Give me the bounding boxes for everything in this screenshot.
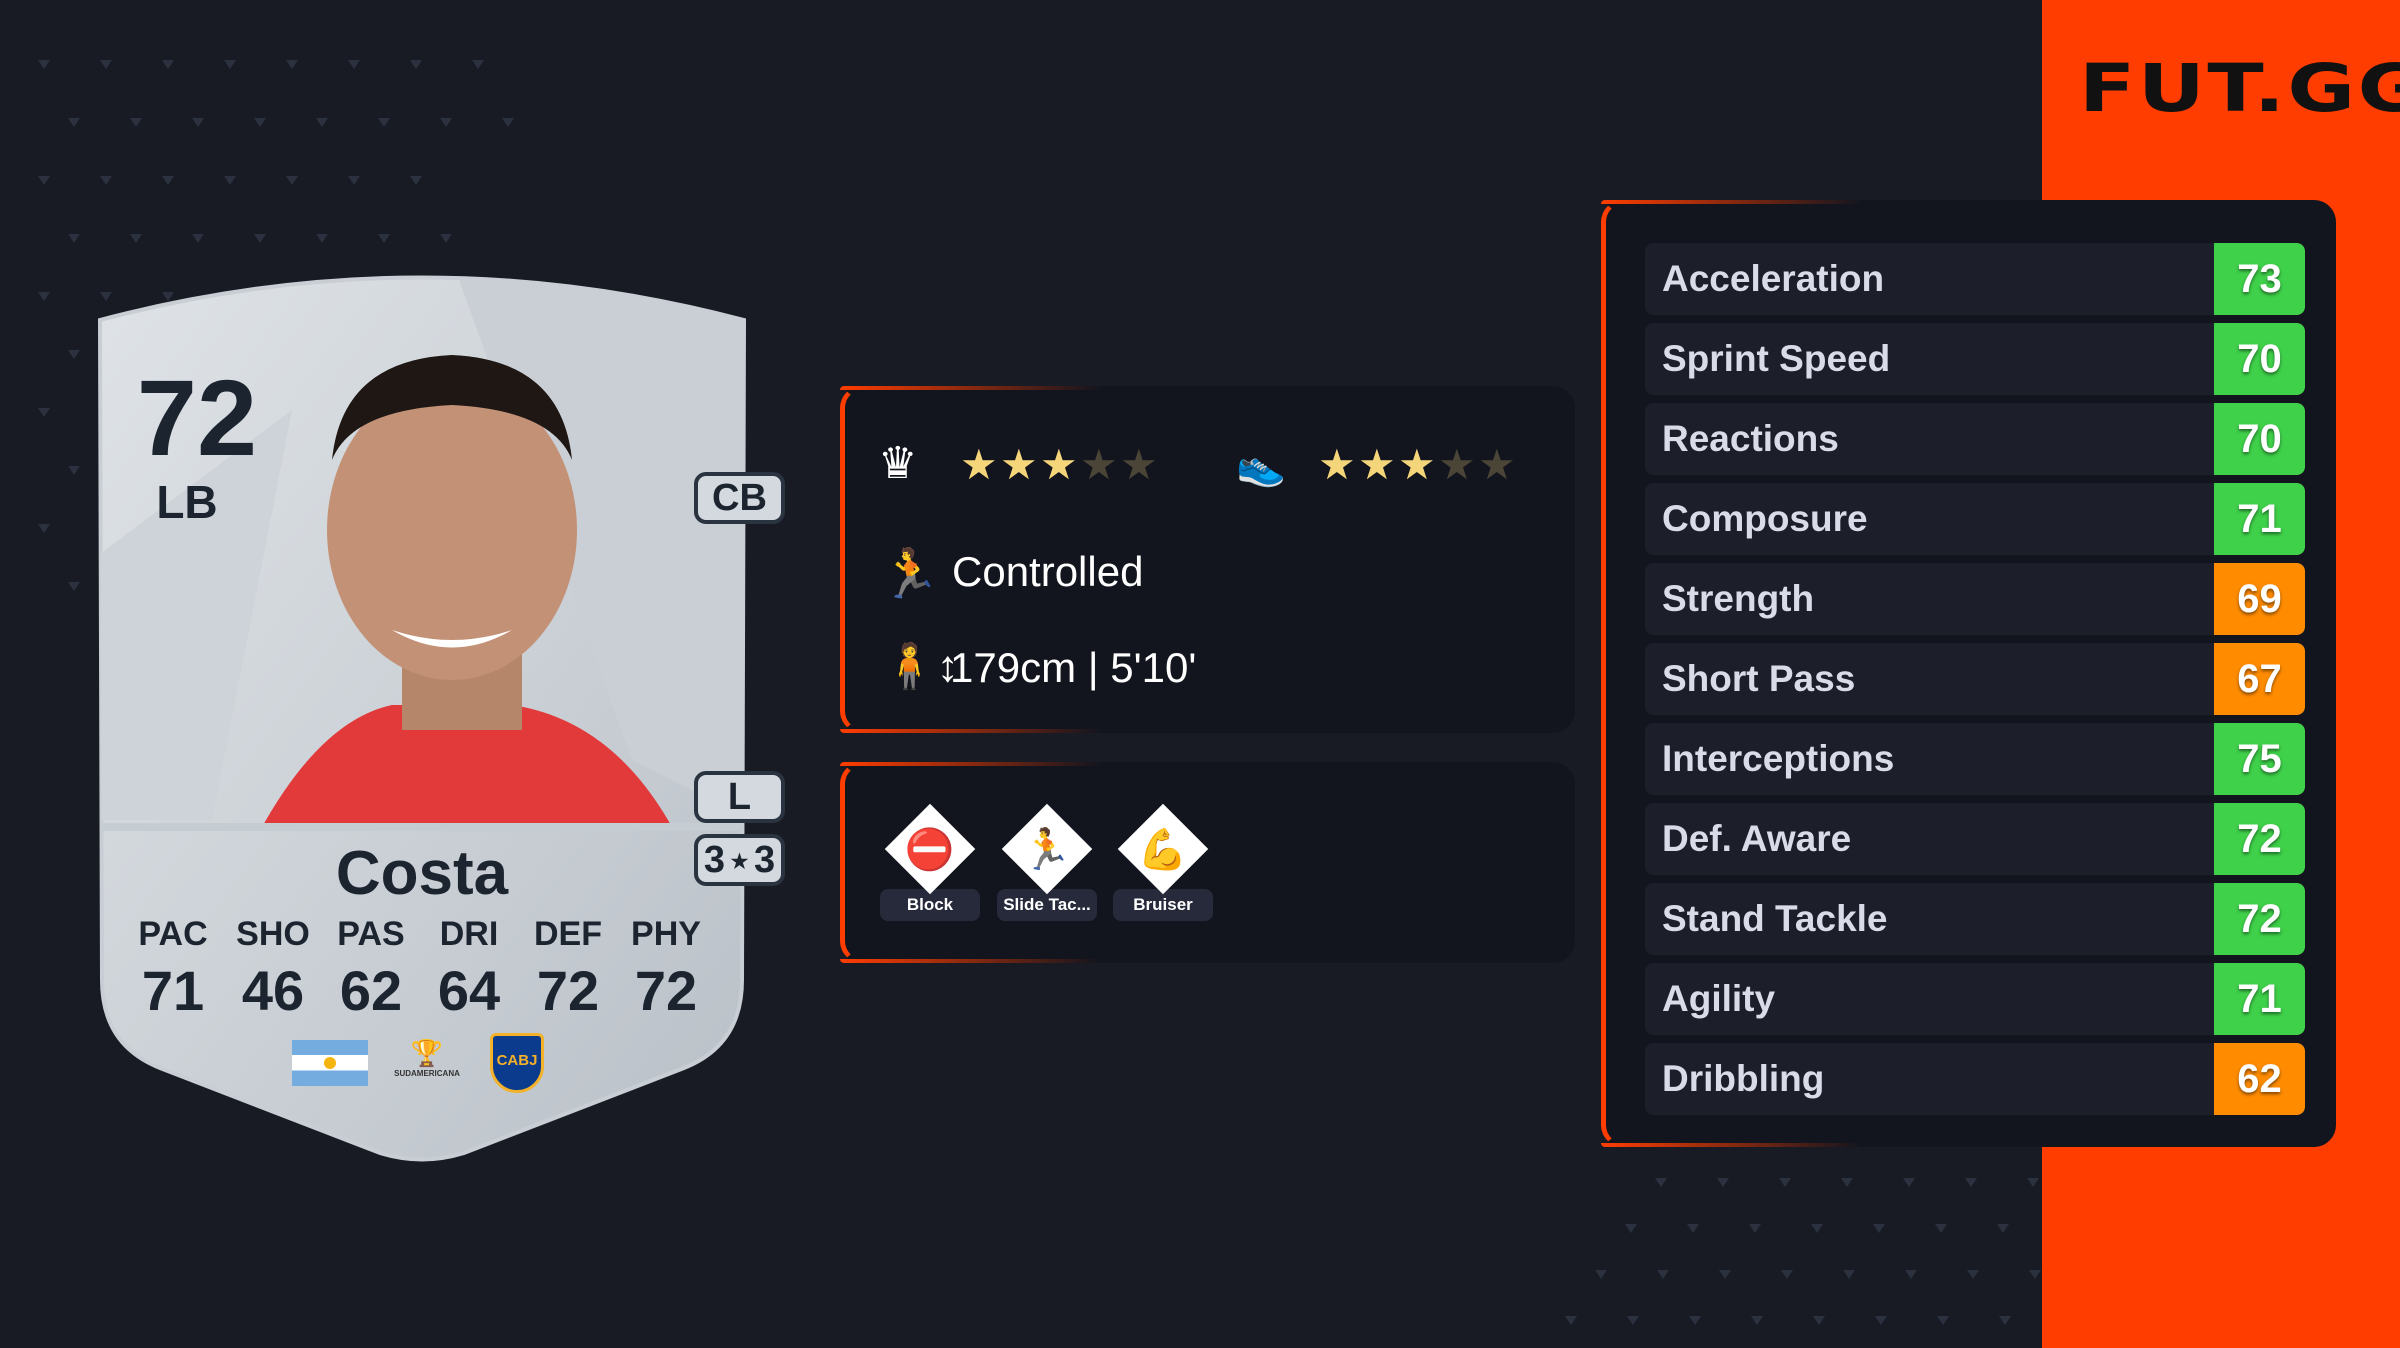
skill-weakfoot-badge: 3 ★ 3 [694, 834, 785, 886]
alt-position-badge: CB [694, 472, 785, 524]
attribute-label: Dribbling [1662, 1058, 1825, 1099]
muscle-icon: 💪 [1117, 803, 1209, 895]
playstyles-panel [840, 762, 1575, 963]
attribute-row: Dribbling 62 [1645, 1043, 2305, 1115]
face-stat-value: 62 [339, 959, 403, 1022]
star-icon: ★ [1120, 441, 1158, 488]
face-stat-value: 64 [437, 959, 501, 1022]
star-icon: ★ [1438, 441, 1476, 488]
attribute-row: Composure 71 [1645, 483, 2305, 555]
attribute-value: 70 [2214, 323, 2305, 395]
face-stat-label: SHO [236, 915, 310, 953]
attribute-row: Interceptions 75 [1645, 723, 2305, 795]
star-icon: ★ [1358, 441, 1396, 488]
attribute-label: Sprint Speed [1662, 338, 1891, 379]
attribute-row: Short Pass 67 [1645, 643, 2305, 715]
league-logo: 🏆 SUDAMERICANA [394, 1038, 460, 1078]
face-stat-label: PAC [138, 915, 208, 953]
attribute-label: Stand Tackle [1662, 898, 1888, 939]
face-stat-label: DEF [534, 915, 602, 953]
attribute-label: Composure [1662, 498, 1868, 539]
attribute-label: Agility [1662, 978, 1776, 1019]
star-icon: ★ [1000, 441, 1038, 488]
attribute-label: Def. Aware [1662, 818, 1852, 859]
attribute-label: Interceptions [1662, 738, 1895, 779]
player-face [327, 380, 577, 680]
height-icon: 🧍↕ [882, 642, 959, 691]
accelerate-type: Controlled [952, 548, 1144, 595]
star-icon: ★ [1398, 441, 1436, 488]
player-name: Costa [335, 839, 509, 908]
attribute-value: 73 [2214, 243, 2305, 315]
star-icon: ★ [1478, 441, 1516, 488]
club-badge: CABJ [490, 1033, 544, 1093]
star-icon: ★ [960, 441, 998, 488]
attribute-value: 67 [2214, 643, 2305, 715]
barrier-icon: ⛔ [884, 803, 976, 895]
playstyle-1[interactable]: 🏃 Slide Tac... [997, 803, 1097, 921]
player-hair [332, 355, 572, 460]
face-stat-value: 71 [141, 959, 205, 1022]
star-icon: ★ [1040, 441, 1078, 488]
jester-hat-icon: ♛ [878, 439, 918, 488]
attribute-value: 71 [2214, 963, 2305, 1035]
boot-icon: 👟 [1236, 444, 1286, 488]
playstyle-label: Bruiser [1113, 889, 1213, 921]
face-stat-label: PHY [631, 915, 701, 953]
star-icon: ★ [1318, 441, 1356, 488]
attribute-label: Short Pass [1662, 658, 1856, 699]
attribute-value: 75 [2214, 723, 2305, 795]
face-stat-value: 46 [241, 959, 305, 1022]
attribute-row: Sprint Speed 70 [1645, 323, 2305, 395]
attribute-value: 62 [2214, 1043, 2305, 1115]
player-card: 72 LB Costa PAC 71 SHO 46 PAS 62 DRI 64 DEF 72 PHY… [92, 260, 752, 1162]
face-stat-value: 72 [634, 959, 698, 1022]
attribute-row: Def. Aware 72 [1645, 803, 2305, 875]
attribute-value: 72 [2214, 803, 2305, 875]
attribute-row: Acceleration 73 [1645, 243, 2305, 315]
playstyle-label: Slide Tac... [997, 889, 1097, 921]
face-stat-label: PAS [337, 915, 405, 953]
card-background [97, 275, 747, 1162]
preferred-foot-badge: L [694, 771, 785, 823]
attribute-label: Reactions [1662, 418, 1839, 459]
playstyle-2[interactable]: 💪 Bruiser [1113, 803, 1213, 921]
attribute-value: 70 [2214, 403, 2305, 475]
attribute-row: Strength 69 [1645, 563, 2305, 635]
fut-gg-logo[interactable]: FUT.GG [2079, 50, 2400, 127]
attribute-value: 72 [2214, 883, 2305, 955]
player-info-panel [840, 386, 1575, 733]
argentina-flag [292, 1040, 368, 1086]
overall-rating: 72 [136, 357, 258, 478]
card-position: LB [156, 476, 218, 528]
attribute-row: Reactions 70 [1645, 403, 2305, 475]
player-height: 179cm | 5'10' [950, 644, 1197, 691]
running-icon: 🏃 [880, 548, 940, 601]
attribute-row: Agility 71 [1645, 963, 2305, 1035]
player-shirt [262, 705, 672, 827]
star-icon: ★ [1080, 441, 1118, 488]
attribute-label: Acceleration [1662, 258, 1885, 299]
attribute-row: Stand Tackle 72 [1645, 883, 2305, 955]
attribute-label: Strength [1662, 578, 1815, 619]
face-stat-label: DRI [439, 915, 499, 953]
attribute-value: 71 [2214, 483, 2305, 555]
attributes-panel: Acceleration 73 Sprint Speed 70 Reactions 70 C… [1601, 200, 2336, 1147]
slide-tackle-icon: 🏃 [1001, 803, 1093, 895]
attribute-value: 69 [2214, 563, 2305, 635]
playstyle-0[interactable]: ⛔ Block [880, 803, 980, 921]
face-stat-value: 72 [536, 959, 600, 1022]
playstyle-label: Block [880, 889, 980, 921]
